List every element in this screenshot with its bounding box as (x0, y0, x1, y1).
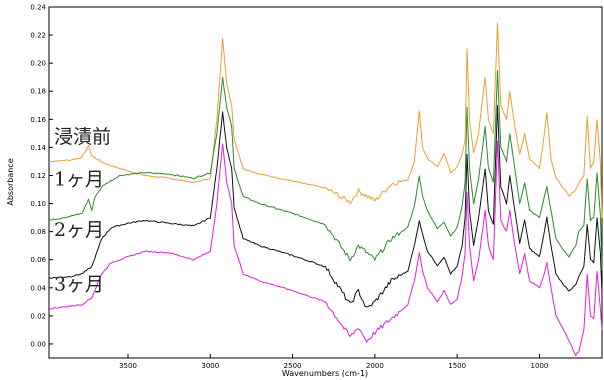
series-label: 3ヶ月 (54, 274, 104, 296)
y-tick-label: 0.18 (30, 88, 46, 96)
y-axis-title: Absorbance (6, 158, 15, 205)
x-tick-label: 1500 (448, 362, 466, 370)
y-tick-label: 0.00 (30, 340, 46, 348)
legend-labels: 浸漬前 1ヶ月 2ヶ月 3ヶ月 (54, 126, 111, 295)
y-tick-label: 0.10 (30, 200, 46, 208)
series-line (48, 22, 603, 218)
y-tick-label: 0.08 (30, 228, 46, 236)
y-tick-label: 0.12 (30, 172, 46, 180)
x-tick-label: 3500 (119, 362, 137, 370)
series-label: 2ヶ月 (54, 219, 104, 241)
y-tick-label: 0.22 (30, 32, 46, 40)
y-tick-label: 0.06 (30, 256, 46, 264)
y-tick-label: 0.24 (30, 4, 46, 12)
plot-frame (48, 6, 603, 359)
x-tick-label: 2000 (366, 362, 384, 370)
y-tick-label: 0.02 (30, 312, 46, 320)
x-tick-label: 2500 (284, 362, 302, 370)
series-label: 浸漬前 (54, 126, 111, 148)
series-line (48, 104, 603, 308)
y-tick-label: 0.16 (30, 116, 46, 124)
x-tick-label: 1000 (531, 362, 549, 370)
series-line (48, 69, 603, 271)
y-tick-label: 0.14 (30, 144, 46, 152)
series-label: 1ヶ月 (54, 168, 104, 190)
y-tick-label: 0.04 (30, 284, 46, 292)
series-group (48, 22, 603, 357)
x-tick-label: 3000 (201, 362, 219, 370)
y-axis: 0.00 0.02 0.04 0.06 0.08 0.10 0.12 0.14 0.16 0.18… (30, 4, 53, 348)
x-axis: 3500 3000 2500 2000 1500 1000 (119, 354, 548, 370)
y-tick-label: 0.20 (30, 60, 46, 68)
x-axis-title: Wavenumbers (cm-1) (282, 369, 368, 378)
series-line (48, 140, 603, 357)
